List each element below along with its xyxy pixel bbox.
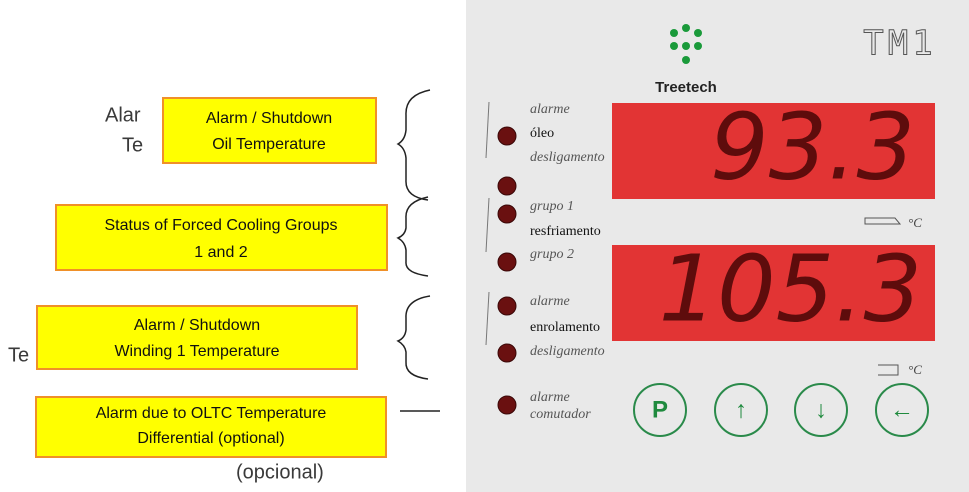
callout-text: Status of Forced Cooling Groups xyxy=(104,217,337,234)
callout-text: Alarm due to OLTC Temperature xyxy=(96,405,327,422)
button-label[interactable]: ↓ xyxy=(815,396,827,423)
led-label: desligamento xyxy=(530,344,605,359)
button[interactable] xyxy=(714,383,768,437)
button-label[interactable]: ↑ xyxy=(735,396,747,423)
group-label: óleo xyxy=(530,126,554,141)
unit-icons xyxy=(864,217,902,376)
button[interactable] xyxy=(633,383,687,437)
group-label: enrolamento xyxy=(530,320,600,335)
display xyxy=(612,103,935,199)
model: TM1 xyxy=(863,24,936,64)
leds xyxy=(497,126,517,415)
unit: °C xyxy=(908,362,922,377)
callout-text: Oil Temperature xyxy=(212,136,326,153)
brand: Treetech xyxy=(655,79,717,96)
led-label: grupo 2 xyxy=(530,247,574,262)
button[interactable] xyxy=(794,383,848,437)
callout-text: Alarm / Shutdown xyxy=(206,110,332,127)
group-label: resfriamento xyxy=(530,224,601,239)
display xyxy=(612,245,935,341)
brackets xyxy=(396,89,440,412)
callout-boxes xyxy=(35,97,388,458)
bg-text: Te xyxy=(8,344,29,366)
led-label: grupo 1 xyxy=(530,199,574,214)
bg-text: Te xyxy=(122,134,143,156)
logo xyxy=(670,24,702,64)
led-label: alarme xyxy=(530,294,570,309)
display-value: 105.3 xyxy=(659,235,922,342)
bg-text: (opcional) xyxy=(236,461,324,483)
callout-text: Differential (optional) xyxy=(137,430,284,447)
unit: °C xyxy=(908,215,922,230)
led-label: desligamento xyxy=(530,150,605,165)
bg-text: Alar xyxy=(105,104,141,126)
callout-text: 1 and 2 xyxy=(194,244,247,261)
led-label: alarme xyxy=(530,102,570,117)
separators xyxy=(485,101,490,346)
led-label: comutador xyxy=(530,407,591,422)
button-label[interactable]: P xyxy=(652,396,668,423)
callout-text: Winding 1 Temperature xyxy=(114,343,279,360)
led-label: alarme xyxy=(530,390,570,405)
buttons xyxy=(633,383,929,437)
button[interactable] xyxy=(875,383,929,437)
callout-text: Alarm / Shutdown xyxy=(134,317,260,334)
button-label[interactable]: ← xyxy=(890,396,914,423)
display-value: 93.3 xyxy=(710,93,915,200)
